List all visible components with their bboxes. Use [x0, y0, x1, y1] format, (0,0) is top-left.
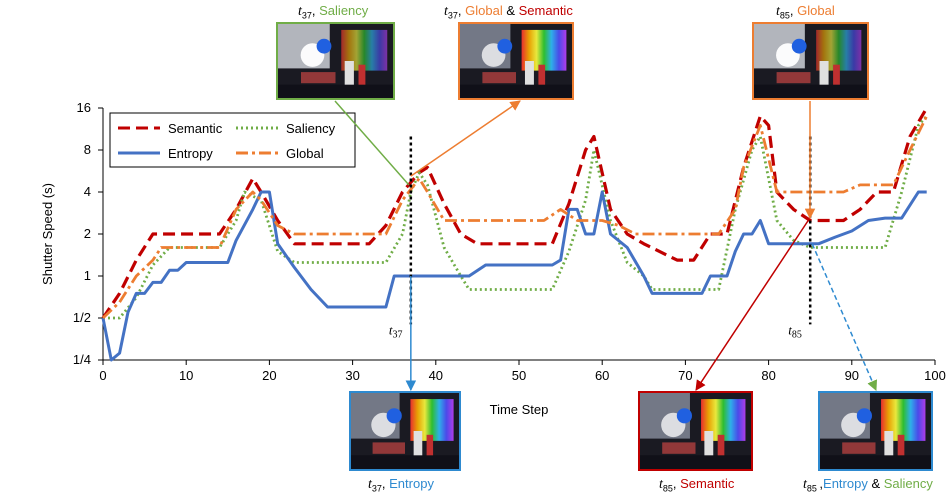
- x-tick-label: 80: [761, 368, 775, 383]
- legend-label-semantic: Semantic: [168, 121, 223, 136]
- x-axis-label: Time Step: [490, 402, 549, 417]
- y-tick-label: 2: [84, 226, 91, 241]
- caption-t37-saliency: t37, Saliency: [298, 3, 369, 21]
- x-tick-label: 0: [99, 368, 106, 383]
- series-semantic-line: [101, 107, 929, 319]
- connector-arrows: [334, 100, 878, 392]
- legend-label-global: Global: [286, 146, 324, 161]
- thumb-t85-semantic: [638, 391, 753, 471]
- series-global-line: [102, 115, 928, 320]
- y-tick-label: 1: [84, 268, 91, 283]
- series-lines: [101, 107, 929, 362]
- connector-t37-global: [410, 100, 521, 177]
- x-tick-label: 50: [512, 368, 526, 383]
- marker-label-t85: t85: [788, 322, 802, 340]
- connector-t85-semantic: [695, 220, 809, 391]
- caption-t37-entropy: t37, Entropy: [368, 476, 434, 494]
- x-tick-label: 60: [595, 368, 609, 383]
- x-tick-label: 30: [345, 368, 359, 383]
- caption-t85-semantic: t85, Semantic: [659, 476, 735, 494]
- connector-t37-saliency: [334, 100, 410, 186]
- legend-box: [109, 112, 356, 168]
- x-tick-label: 90: [845, 368, 859, 383]
- thumb-t37-saliency: [276, 22, 395, 100]
- thumb-t85-global: [752, 22, 869, 100]
- frame-image: [820, 393, 931, 469]
- y-tick-label: 1/4: [73, 352, 91, 367]
- x-tick-label: 70: [678, 368, 692, 383]
- thumb-t37-entropy: [349, 391, 461, 471]
- legend-label-saliency: Saliency: [286, 121, 336, 136]
- caption-t85-entropy-saliency: t85 ,Entropy & Saliency: [803, 476, 933, 494]
- series-entropy-line: [101, 190, 927, 362]
- frame-image: [460, 24, 572, 98]
- connector-t85-entropy-saliency: [811, 243, 878, 391]
- y-tick-label: 8: [84, 142, 91, 157]
- axes: 0 10 20 30 40 50 60 70 80 90 100 1/4 1/2 1 2 4 8 16 Time S…: [40, 100, 946, 417]
- y-axis-label: Shutter Speed (s): [40, 183, 55, 285]
- y-tick-label: 4: [84, 184, 91, 199]
- y-tick-label: 16: [77, 100, 91, 115]
- x-tick-label: 20: [262, 368, 276, 383]
- caption-t85-global: t85, Global: [776, 3, 835, 21]
- frame-image: [278, 24, 393, 98]
- frame-image: [351, 393, 459, 469]
- frame-image: [640, 393, 751, 469]
- thumb-t37-global-semantic: [458, 22, 574, 100]
- y-tick-label: 1/2: [73, 310, 91, 325]
- marker-label-t37: t37: [389, 322, 403, 340]
- series-saliency-line: [103, 115, 928, 320]
- legend: Semantic Saliency Entropy Global: [109, 112, 356, 168]
- x-tick-label: 100: [924, 368, 946, 383]
- thumb-t85-entropy-saliency: [818, 391, 933, 471]
- caption-t37-global-semantic: t37, Global & Semantic: [444, 3, 573, 21]
- legend-label-entropy: Entropy: [168, 146, 213, 161]
- x-tick-label: 10: [179, 368, 193, 383]
- x-tick-label: 40: [429, 368, 443, 383]
- frame-image: [754, 24, 867, 98]
